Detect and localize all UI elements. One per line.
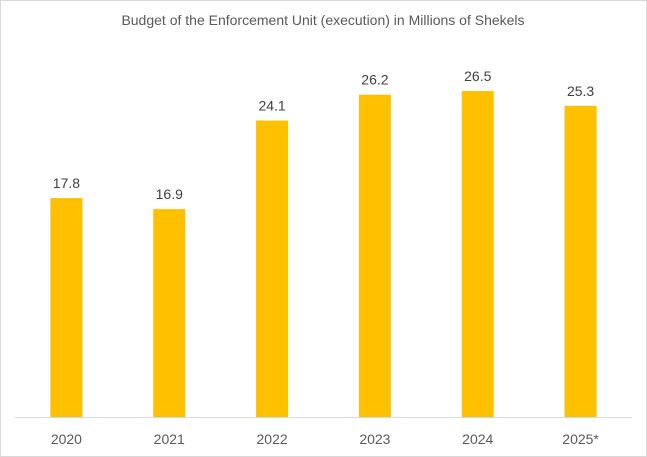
- x-tick-label: 2023: [359, 431, 390, 447]
- data-label: 26.5: [464, 68, 491, 84]
- data-label: 26.2: [361, 72, 388, 88]
- bar-2021: [153, 209, 186, 417]
- x-tick-labels-group: 2020 2021 2022 2023 2024 2025*: [51, 431, 600, 447]
- x-tick-label: 2024: [462, 431, 493, 447]
- bar-2020: [50, 198, 83, 417]
- bar-2023: [358, 94, 391, 418]
- bars-group: [50, 91, 597, 418]
- bar-2024: [461, 91, 494, 418]
- data-label: 25.3: [567, 83, 594, 99]
- chart-title: Budget of the Enforcement Unit (executio…: [121, 12, 524, 28]
- data-labels-group: 17.8 16.9 24.1 26.2 26.5 25.3: [53, 68, 595, 202]
- data-label: 24.1: [258, 98, 285, 114]
- data-label: 16.9: [156, 186, 183, 202]
- data-label: 17.8: [53, 175, 80, 191]
- x-tick-label: 2021: [154, 431, 185, 447]
- x-tick-label: 2022: [257, 431, 288, 447]
- x-tick-label: 2025*: [562, 431, 599, 447]
- x-tick-label: 2020: [51, 431, 82, 447]
- bar-2025-est: [564, 105, 597, 417]
- bar-2022: [256, 120, 289, 417]
